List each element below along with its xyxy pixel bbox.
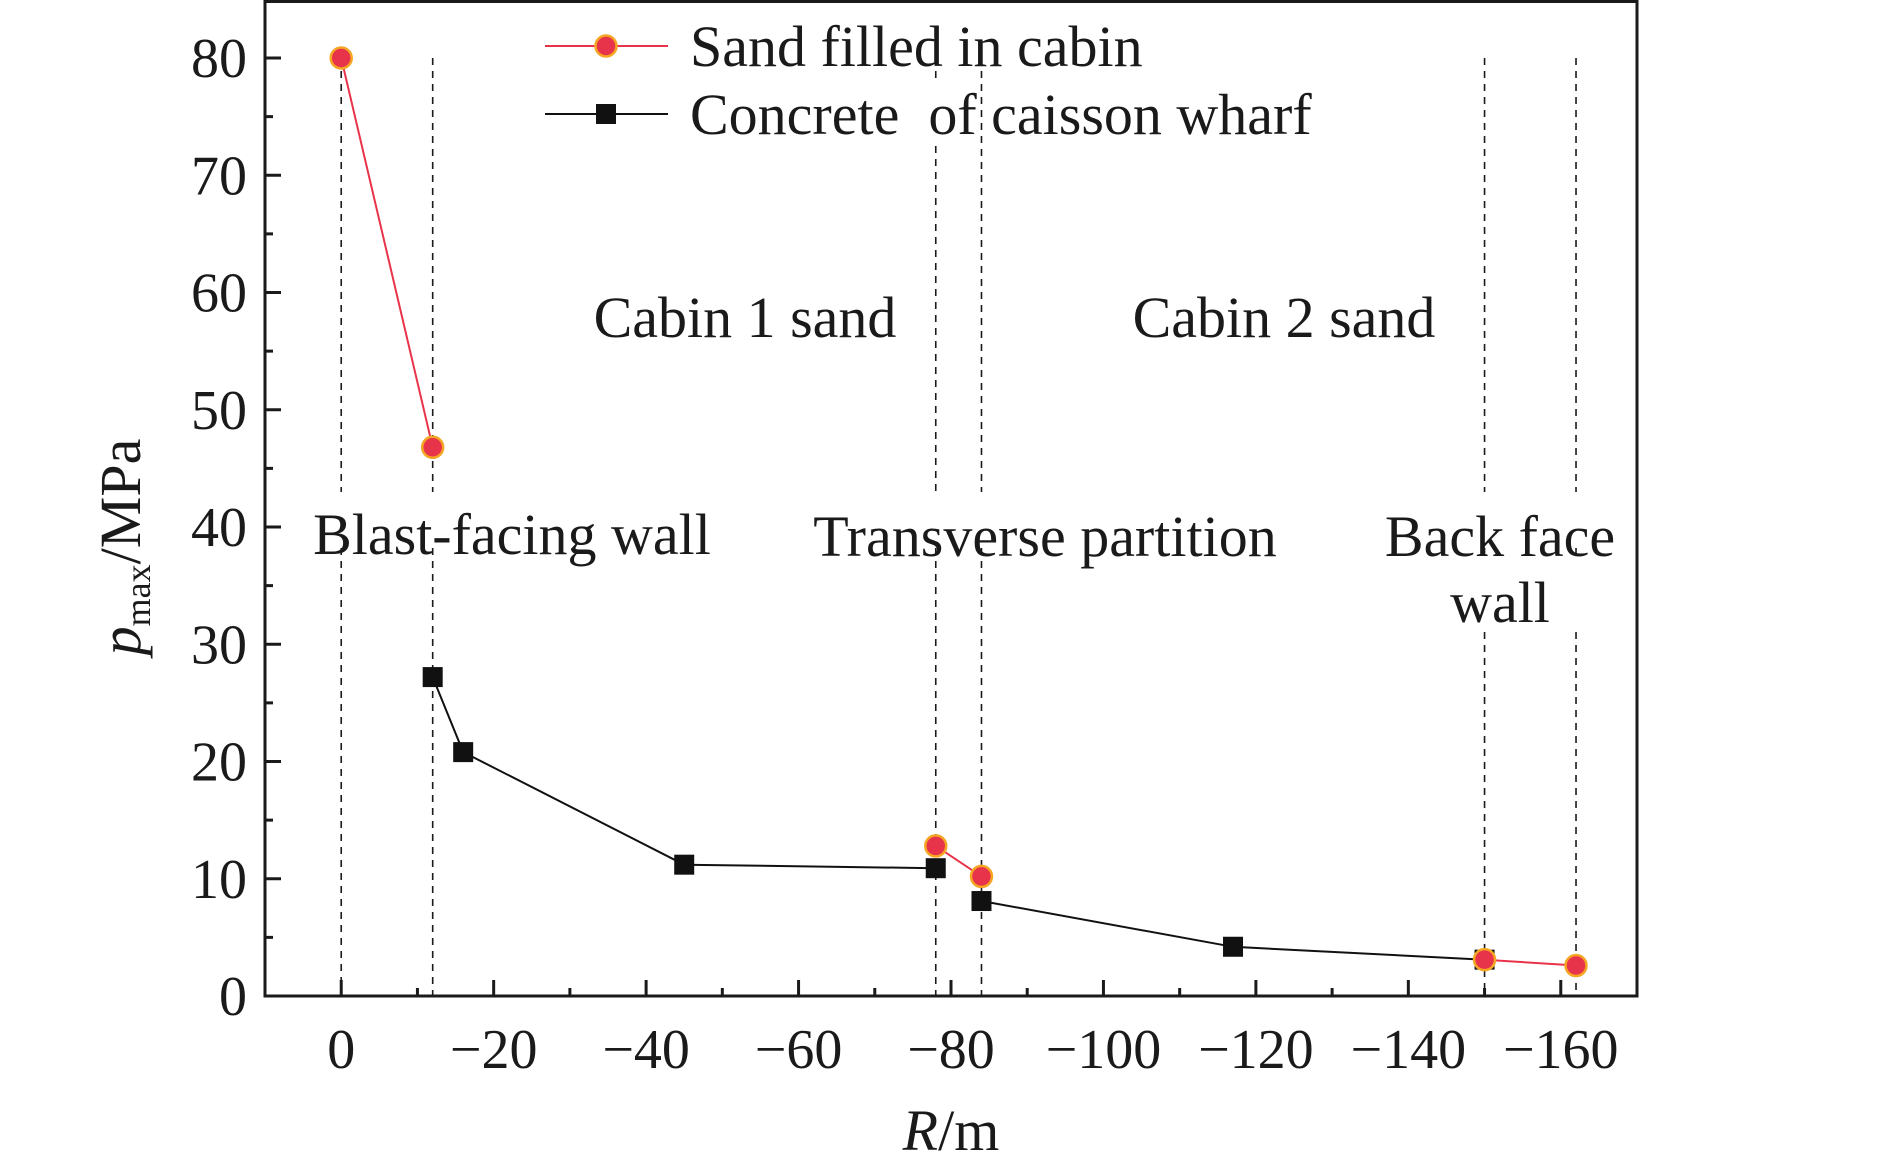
x-axis-title: R/m <box>902 1098 1000 1163</box>
y-axis-title: pmax/MPa <box>88 439 158 660</box>
y-tick-label: 40 <box>191 497 247 559</box>
x-tick-label: −60 <box>755 1019 843 1081</box>
x-tick-label: −140 <box>1351 1019 1467 1081</box>
series-line <box>1484 958 1577 967</box>
legend-swatch-marker <box>594 34 618 58</box>
data-point <box>969 864 994 889</box>
region-labels: Cabin 1 sand Cabin 2 sand Blast-facing wal… <box>313 285 1615 635</box>
data-point <box>1472 947 1497 972</box>
series <box>329 46 1588 978</box>
y-tick-label: 0 <box>219 966 247 1028</box>
y-tick-label: 10 <box>191 849 247 911</box>
region-dividers <box>340 58 1577 996</box>
x-axis-title-symbol: R <box>902 1098 938 1163</box>
y-tick-label: 50 <box>191 380 247 442</box>
y-axis-title-symbol: p <box>88 626 153 659</box>
data-point <box>925 858 946 879</box>
plot-frame <box>263 0 1639 998</box>
series <box>422 667 1495 970</box>
legend-label: Concrete of caisson wharf <box>690 82 1312 147</box>
x-tick-label: 0 <box>327 1019 355 1081</box>
region-label-cabin2: Cabin 2 sand <box>1133 285 1436 350</box>
y-tick-label: 80 <box>191 28 247 90</box>
data-point <box>420 435 445 460</box>
data-point <box>971 891 992 912</box>
region-label-blast: Blast-facing wall <box>313 502 711 567</box>
data-point <box>674 854 695 875</box>
data-point <box>329 46 353 70</box>
y-tick-label: 70 <box>191 145 247 207</box>
x-tick-label: −40 <box>602 1019 690 1081</box>
region-label-backface: Back face <box>1385 504 1615 569</box>
y-axis-title-unit: /MPa <box>88 439 153 565</box>
series-layer <box>329 46 1588 978</box>
y-axis-title-subscript: max <box>118 564 158 626</box>
x-tick-label: −160 <box>1503 1019 1619 1081</box>
data-point <box>1564 953 1588 978</box>
x-tick-label: −80 <box>907 1019 995 1081</box>
series-line <box>431 676 936 870</box>
y-tick-label: 20 <box>191 732 247 794</box>
region-label-cabin1: Cabin 1 sand <box>594 285 897 350</box>
data-point <box>453 742 474 763</box>
y-axis: 0 10 20 30 40 50 60 70 80 <box>191 28 281 1028</box>
x-axis: 0 −20 −40 −60 −80 −100 −120 −140 −160 <box>327 980 1639 1081</box>
series-line <box>340 57 434 448</box>
legend-label: Sand filled in cabin <box>690 14 1143 79</box>
region-label-backface: wall <box>1450 570 1550 635</box>
x-tick-label: −100 <box>1046 1019 1162 1081</box>
x-tick-label: −20 <box>450 1019 538 1081</box>
data-point <box>924 834 948 858</box>
y-tick-label: 60 <box>191 263 247 325</box>
x-axis-title-unit: /m <box>938 1098 999 1163</box>
data-point <box>1223 936 1244 957</box>
region-label-transverse: Transverse partition <box>813 504 1276 569</box>
data-point <box>422 667 443 688</box>
x-tick-label: −120 <box>1198 1019 1314 1081</box>
legend-swatch-marker <box>596 104 616 124</box>
y-tick-label: 30 <box>191 614 247 676</box>
